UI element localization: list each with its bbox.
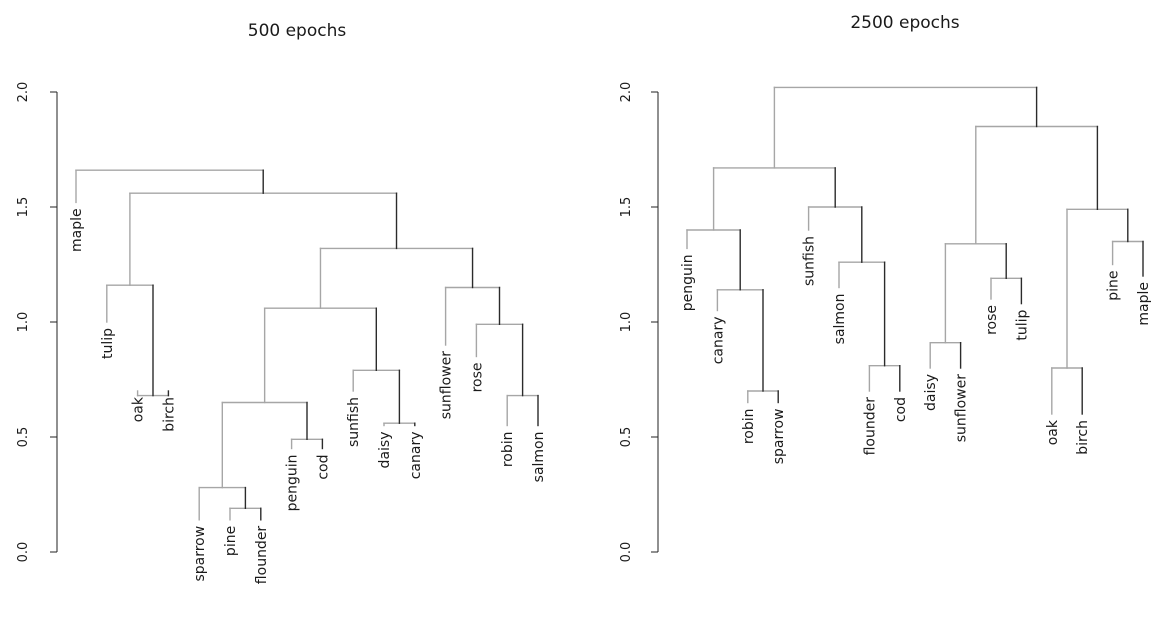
leaf-label: rose bbox=[469, 363, 485, 393]
leaf-label: oak bbox=[131, 396, 147, 422]
leaf-label: cod bbox=[315, 455, 331, 480]
y-tick-label: 2.0 bbox=[619, 82, 634, 103]
leaf-label: tulip bbox=[1014, 309, 1030, 340]
leaf-label: birch bbox=[161, 397, 177, 432]
y-tick-label: 1.0 bbox=[619, 312, 634, 333]
y-tick-label: 2.0 bbox=[16, 82, 31, 103]
leaf-label: flounder bbox=[862, 397, 878, 456]
leaf-label: robin bbox=[500, 432, 516, 468]
leaf-label: canary bbox=[710, 317, 726, 365]
leaf-label: sparrow bbox=[771, 409, 787, 465]
y-tick-label: 0.5 bbox=[619, 427, 634, 448]
leaf-label: cod bbox=[893, 397, 909, 422]
leaf-label: pine bbox=[1106, 271, 1122, 301]
y-tick-label: 0.0 bbox=[619, 542, 634, 563]
leaf-label: daisy bbox=[923, 374, 939, 411]
dendrogram-panel-2500-epochs: 2500 epochs 0.0 0.5 1.0 1.5 2.0 penguin canary… bbox=[619, 13, 1152, 562]
leaf-label: birch bbox=[1075, 420, 1091, 455]
leaf-label: salmon bbox=[531, 432, 547, 483]
leaf-label: sunflower bbox=[439, 351, 455, 419]
leaf-label: penguin bbox=[680, 254, 696, 311]
leaf-label: canary bbox=[408, 432, 424, 480]
leaf-label: rose bbox=[984, 305, 1000, 335]
leaf-label: pine bbox=[223, 526, 239, 556]
leaf-label: maple bbox=[1136, 282, 1152, 326]
leaf-label: oak bbox=[1045, 419, 1061, 445]
panel-title: 2500 epochs bbox=[850, 13, 959, 33]
leaf-label: tulip bbox=[100, 328, 116, 359]
leaf-label: flounder bbox=[254, 526, 270, 585]
leaf-label: maple bbox=[69, 208, 85, 252]
leaf-label: penguin bbox=[285, 455, 301, 512]
leaf-label: robin bbox=[741, 409, 757, 445]
leaf-label: sunfish bbox=[346, 397, 362, 447]
y-tick-label: 1.5 bbox=[16, 197, 31, 218]
leaf-label: daisy bbox=[377, 432, 393, 469]
dendrogram-panel-500-epochs: 500 epochs 0.0 0.5 1.0 1.5 2.0 maple tulip oak b… bbox=[16, 21, 547, 584]
y-tick-label: 1.5 bbox=[619, 197, 634, 218]
leaf-label: sparrow bbox=[192, 526, 208, 582]
y-tick-label: 0.5 bbox=[16, 427, 31, 448]
y-tick-label: 1.0 bbox=[16, 312, 31, 333]
panel-title: 500 epochs bbox=[248, 21, 347, 41]
leaf-label: salmon bbox=[832, 294, 848, 345]
y-tick-label: 0.0 bbox=[16, 542, 31, 563]
leaf-label: sunfish bbox=[802, 236, 818, 286]
leaf-label: sunflower bbox=[954, 374, 970, 442]
